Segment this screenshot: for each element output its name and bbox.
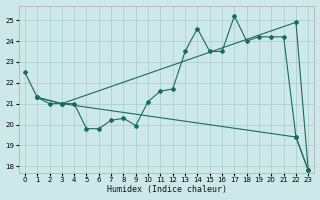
X-axis label: Humidex (Indice chaleur): Humidex (Indice chaleur) bbox=[107, 185, 227, 194]
